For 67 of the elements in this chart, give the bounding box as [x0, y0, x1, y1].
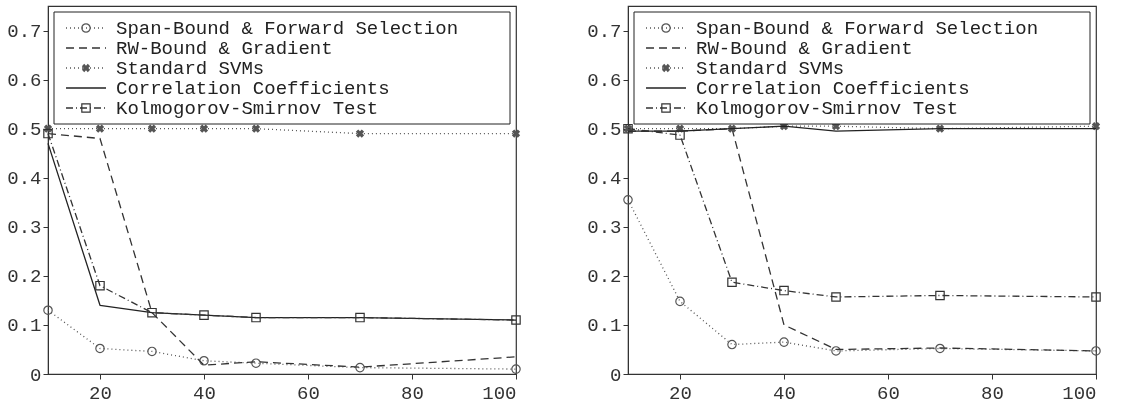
point: [147, 124, 157, 133]
point: [95, 124, 105, 133]
point: [95, 343, 105, 354]
point: [1091, 292, 1101, 302]
point: [935, 343, 945, 354]
y-tick-label: 0.3: [587, 217, 622, 240]
x-tick-label: 40: [193, 382, 216, 402]
y-tick-label: 0.5: [7, 119, 42, 142]
point: [355, 362, 365, 373]
point: [1091, 346, 1101, 356]
legend-label: Kolmogorov-Smirnov Test: [696, 98, 959, 120]
legend-label: Kolmogorov-Smirnov Test: [116, 98, 379, 120]
y-tick-label: 0.6: [587, 70, 622, 93]
point: [251, 358, 261, 368]
x-tick-label: 60: [877, 382, 900, 402]
y-tick-label: 0.4: [587, 168, 622, 191]
point: [355, 312, 365, 323]
point: [511, 315, 521, 325]
point: [95, 280, 105, 291]
x-tick-label: 20: [89, 382, 112, 402]
point: [43, 305, 53, 315]
y-tick-label: 0.7: [7, 21, 42, 44]
x-tick-label: 100: [482, 382, 517, 402]
point: [675, 130, 685, 140]
y-tick-label: 0.1: [7, 315, 42, 338]
y-tick-label: 0.3: [7, 217, 42, 240]
legend-label: Span-Bound & Forward Selection: [116, 18, 459, 40]
y-tick-label: 0.4: [7, 168, 42, 191]
y-tick-label: 0.1: [587, 315, 622, 338]
x-tick-label: 40: [773, 382, 796, 402]
y-tick-label: 0.6: [7, 70, 42, 93]
y-tick-label: 0.2: [587, 266, 622, 289]
legend-label: Span-Bound & Forward Selection: [696, 18, 1039, 40]
point: [43, 128, 53, 139]
y-tick-label: 0: [30, 364, 42, 387]
point: [935, 290, 945, 301]
legend-label: Standard SVMs: [116, 58, 265, 80]
y-tick-label: 0: [610, 364, 622, 387]
x-tick-label: 100: [1062, 382, 1097, 402]
point: [675, 296, 685, 307]
point: [727, 339, 737, 350]
x-tick-label: 60: [297, 382, 320, 402]
legend-label: Standard SVMs: [696, 58, 845, 80]
point: [251, 124, 261, 133]
legend-label: Correlation Coefficients: [696, 78, 970, 100]
point: [199, 355, 209, 366]
point: [199, 310, 209, 320]
y-tick-label: 0.7: [587, 21, 622, 44]
point: [779, 337, 789, 347]
y-tick-label: 0.2: [7, 266, 42, 289]
legend-label: RW-Bound & Gradient: [116, 38, 333, 60]
point: [831, 292, 841, 302]
y-tick-label: 0.5: [587, 119, 622, 142]
point: [623, 195, 633, 205]
point: [727, 277, 737, 288]
point: [251, 312, 261, 323]
point: [779, 285, 789, 296]
legend-label: RW-Bound & Gradient: [696, 38, 913, 60]
x-tick-label: 80: [981, 382, 1004, 402]
point: [199, 124, 209, 133]
legend-label: Correlation Coefficients: [116, 78, 390, 100]
x-tick-label: 20: [669, 382, 692, 402]
point: [831, 346, 841, 356]
point: [147, 346, 157, 357]
point: [511, 364, 521, 374]
point: [147, 307, 157, 318]
x-tick-label: 80: [401, 382, 424, 402]
